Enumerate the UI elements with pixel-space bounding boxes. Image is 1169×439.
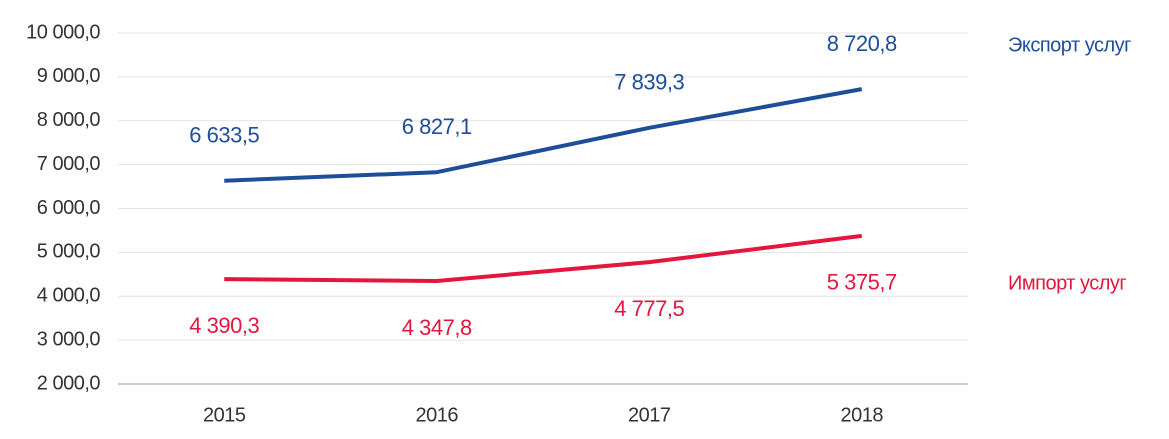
legend-label: Импорт услуг <box>1008 272 1126 294</box>
y-tick-label: 6 000,0 <box>37 197 101 219</box>
y-tick-label: 3 000,0 <box>37 328 101 350</box>
y-tick-label: 9 000,0 <box>37 65 101 87</box>
x-tick-label: 2018 <box>841 404 884 426</box>
y-tick-label: 2 000,0 <box>37 372 101 394</box>
series-line <box>224 233 862 283</box>
series-line <box>224 87 863 183</box>
data-label: 6 827,1 <box>402 114 472 139</box>
data-label: 8 720,8 <box>827 31 897 56</box>
y-tick-label: 10 000,0 <box>26 21 100 43</box>
x-tick-label: 2017 <box>628 404 671 426</box>
y-tick-label: 5 000,0 <box>37 241 101 263</box>
data-label: 4 347,8 <box>402 315 472 340</box>
y-tick-label: 8 000,0 <box>37 109 101 131</box>
x-tick-label: 2016 <box>416 404 459 426</box>
data-label: 5 375,7 <box>827 270 897 295</box>
data-label: 7 839,3 <box>614 70 684 95</box>
data-label: 6 633,5 <box>189 123 259 148</box>
data-label: 4 390,3 <box>189 313 259 338</box>
y-tick-label: 4 000,0 <box>37 285 101 307</box>
data-label: 4 777,5 <box>614 296 684 321</box>
x-tick-label: 2015 <box>203 404 246 426</box>
legend-label: Экспорт услуг <box>1008 34 1131 56</box>
y-tick-label: 7 000,0 <box>37 153 101 175</box>
